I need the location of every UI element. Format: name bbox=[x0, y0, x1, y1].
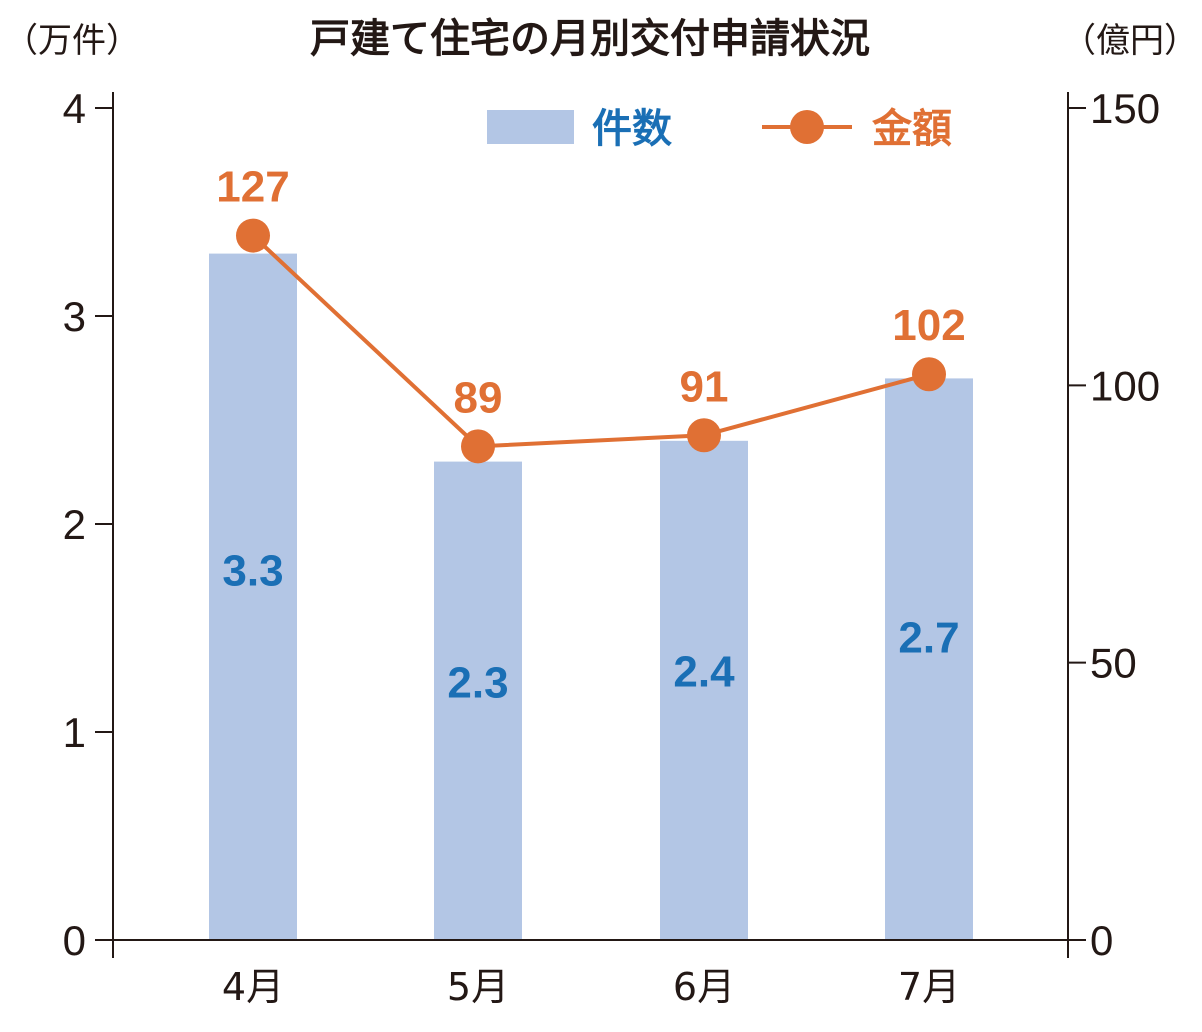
bar-5月 bbox=[434, 461, 522, 940]
axes: 0 1 2 3 4 0 50 100 150 4月 5月 6月 7月 bbox=[63, 85, 1160, 1009]
line-point bbox=[461, 429, 495, 464]
line-value-label: 127 bbox=[216, 163, 289, 212]
right-tick-label: 0 bbox=[1090, 917, 1113, 964]
line-point bbox=[687, 418, 721, 453]
legend-bar-label: 件数 bbox=[592, 106, 672, 152]
bar-6月 bbox=[660, 440, 748, 940]
left-tick-label: 2 bbox=[63, 501, 86, 548]
right-tick-label: 150 bbox=[1090, 85, 1160, 132]
line-value-label: 102 bbox=[892, 301, 965, 350]
x-tick-label: 6月 bbox=[673, 965, 735, 1009]
chart-title: 戸建て住宅の月別交付申請状況 bbox=[310, 16, 870, 62]
x-tick-label: 7月 bbox=[898, 965, 960, 1009]
left-tick-label: 1 bbox=[63, 709, 86, 756]
legend-line-marker bbox=[790, 110, 824, 144]
line-point bbox=[912, 357, 946, 392]
bar-series: 3.3 2.3 2.4 2.7 bbox=[209, 253, 973, 941]
bar-4月 bbox=[209, 253, 297, 941]
legend-bar-swatch bbox=[487, 110, 574, 144]
x-tick-label: 4月 bbox=[222, 965, 284, 1009]
line-point bbox=[236, 218, 270, 253]
legend: 件数 金額 bbox=[487, 106, 952, 152]
bar-value-label: 2.3 bbox=[447, 659, 508, 708]
right-tick-label: 50 bbox=[1090, 640, 1137, 687]
legend-line-label: 金額 bbox=[871, 106, 952, 152]
left-tick-label: 3 bbox=[63, 293, 86, 340]
line-series: 127 89 91 102 bbox=[216, 163, 966, 464]
line-value-label: 91 bbox=[680, 362, 729, 411]
line-path bbox=[251, 234, 930, 449]
right-axis-unit: （億円） bbox=[1062, 21, 1198, 61]
left-tick-label: 0 bbox=[63, 917, 86, 964]
left-tick-label: 4 bbox=[63, 85, 86, 132]
right-tick-label: 100 bbox=[1090, 362, 1160, 409]
x-tick-label: 5月 bbox=[447, 965, 509, 1009]
left-axis-unit: （万件） bbox=[4, 21, 140, 61]
bar-value-label: 2.4 bbox=[673, 647, 735, 696]
line-value-label: 89 bbox=[454, 373, 503, 422]
bar-value-label: 3.3 bbox=[222, 546, 283, 595]
bar-7月 bbox=[885, 378, 973, 940]
bar-value-label: 2.7 bbox=[898, 614, 959, 663]
